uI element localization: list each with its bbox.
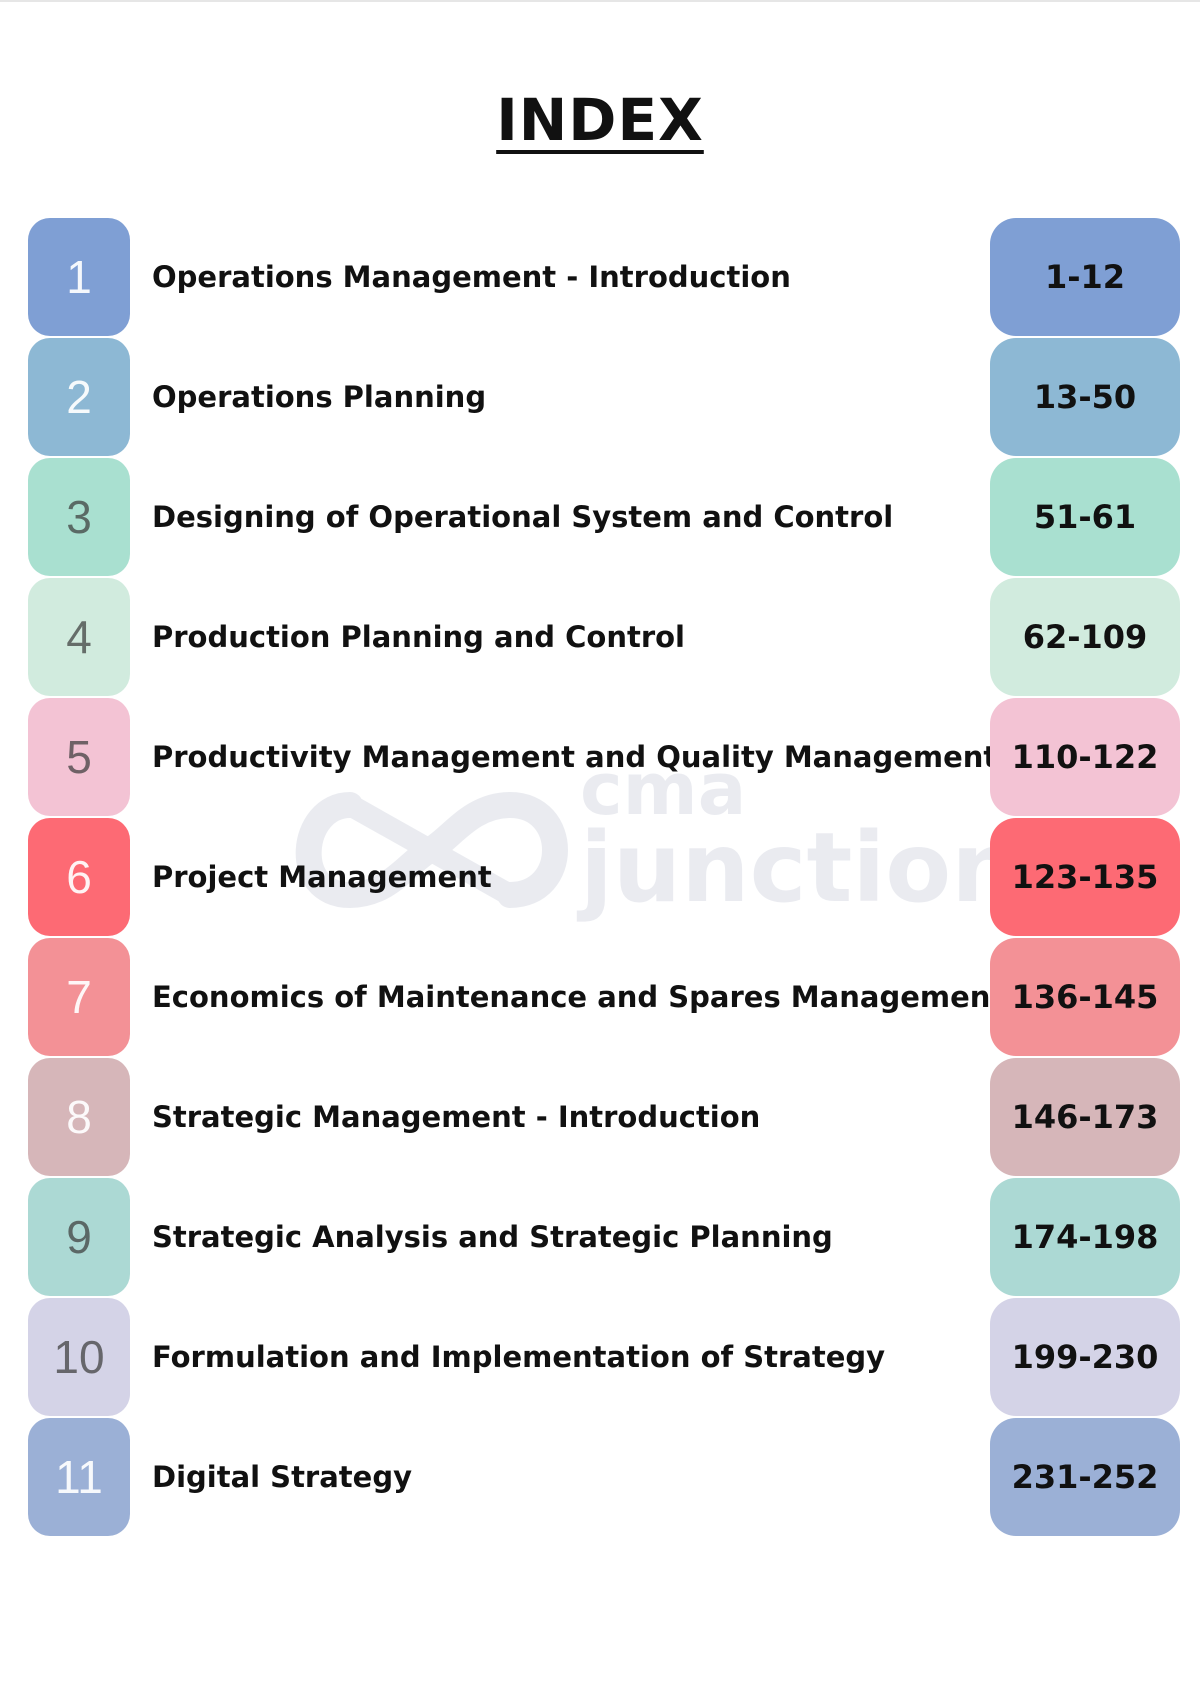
- page-range-badge: 13-50: [990, 338, 1180, 456]
- page-range-badge: 123-135: [990, 818, 1180, 936]
- page-range-badge: 51-61: [990, 458, 1180, 576]
- chapter-title: Productivity Management and Quality Mana…: [152, 740, 998, 774]
- page-range-badge: 136-145: [990, 938, 1180, 1056]
- index-row[interactable]: 5 Productivity Management and Quality Ma…: [0, 698, 1200, 816]
- page-title: INDEX: [496, 86, 704, 154]
- chapter-number-badge: 9: [28, 1178, 130, 1296]
- page-range-badge: 231-252: [990, 1418, 1180, 1536]
- chapter-number-badge: 7: [28, 938, 130, 1056]
- index-row[interactable]: 6 Project Management 123-135: [0, 818, 1200, 936]
- chapter-number-badge: 11: [28, 1418, 130, 1536]
- chapter-number-badge: 5: [28, 698, 130, 816]
- index-row[interactable]: 9 Strategic Analysis and Strategic Plann…: [0, 1178, 1200, 1296]
- index-row[interactable]: 1 Operations Management - Introduction 1…: [0, 218, 1200, 336]
- page-range-badge: 110-122: [990, 698, 1180, 816]
- chapter-number-badge: 8: [28, 1058, 130, 1176]
- chapter-number-badge: 3: [28, 458, 130, 576]
- index-row[interactable]: 4 Production Planning and Control 62-109: [0, 578, 1200, 696]
- chapter-title: Designing of Operational System and Cont…: [152, 500, 894, 534]
- index-row[interactable]: 8 Strategic Management - Introduction 14…: [0, 1058, 1200, 1176]
- chapter-number-badge: 1: [28, 218, 130, 336]
- index-row[interactable]: 10 Formulation and Implementation of Str…: [0, 1298, 1200, 1416]
- index-row[interactable]: 11 Digital Strategy 231-252: [0, 1418, 1200, 1536]
- page-title-wrap: INDEX: [0, 86, 1200, 154]
- chapter-title: Economics of Maintenance and Spares Mana…: [152, 980, 1005, 1014]
- page-range-badge: 174-198: [990, 1178, 1180, 1296]
- chapter-number-badge: 2: [28, 338, 130, 456]
- index-row[interactable]: 7 Economics of Maintenance and Spares Ma…: [0, 938, 1200, 1056]
- chapter-title: Strategic Analysis and Strategic Plannin…: [152, 1220, 833, 1254]
- page-range-badge: 1-12: [990, 218, 1180, 336]
- chapter-title: Digital Strategy: [152, 1460, 412, 1494]
- chapter-number-badge: 6: [28, 818, 130, 936]
- chapter-title: Formulation and Implementation of Strate…: [152, 1340, 886, 1374]
- page-range-badge: 199-230: [990, 1298, 1180, 1416]
- page-range-badge: 62-109: [990, 578, 1180, 696]
- chapter-title: Strategic Management - Introduction: [152, 1100, 761, 1134]
- top-divider: [0, 0, 1200, 2]
- chapter-number-badge: 10: [28, 1298, 130, 1416]
- chapter-title: Operations Planning: [152, 380, 487, 414]
- chapter-title: Production Planning and Control: [152, 620, 685, 654]
- chapter-title: Project Management: [152, 860, 492, 894]
- index-row[interactable]: 3 Designing of Operational System and Co…: [0, 458, 1200, 576]
- index-row[interactable]: 2 Operations Planning 13-50: [0, 338, 1200, 456]
- chapter-number-badge: 4: [28, 578, 130, 696]
- chapter-title: Operations Management - Introduction: [152, 260, 791, 294]
- page-range-badge: 146-173: [990, 1058, 1180, 1176]
